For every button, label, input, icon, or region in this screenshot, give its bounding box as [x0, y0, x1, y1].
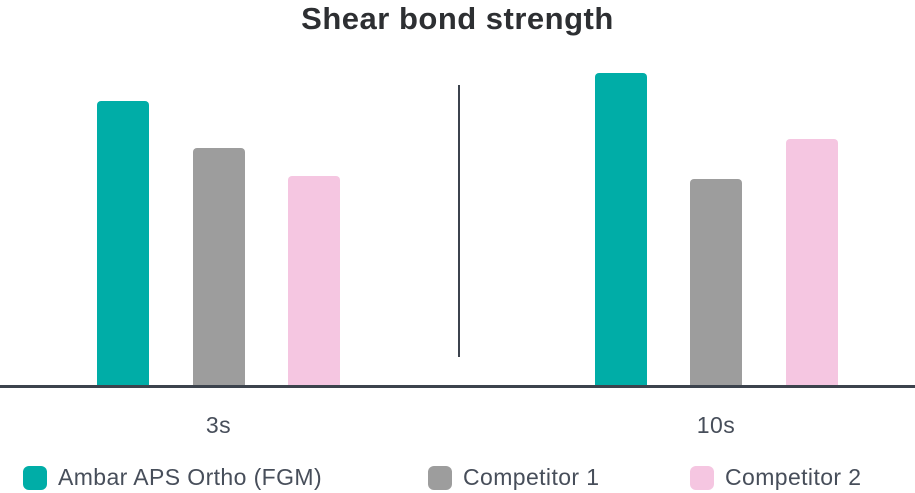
- group-divider-line: [458, 85, 460, 357]
- legend-item-ambar-aps-ortho-fgm: Ambar APS Ortho (FGM): [23, 464, 322, 491]
- bar-ambar-aps-ortho-fgm-10s: [594, 73, 647, 385]
- x-axis-line: [0, 385, 915, 388]
- chart-title: Shear bond strength: [301, 1, 614, 36]
- legend-label: Ambar APS Ortho (FGM): [58, 464, 323, 490]
- bar-competitor-1-3s: [192, 148, 245, 385]
- bar-competitor-1-10s: [690, 179, 742, 385]
- legend-label: Competitor 1: [463, 464, 600, 490]
- legend-item-competitor-2: Competitor 2: [690, 464, 861, 491]
- legend-swatch-competitor-2: [690, 465, 714, 490]
- x-axis-label-10s: 10s: [696, 412, 736, 438]
- bar-competitor-2-10s: [785, 139, 838, 385]
- bar-competitor-2-3s: [288, 176, 340, 385]
- bar-ambar-aps-ortho-fgm-3s: [97, 101, 149, 385]
- legend-item-competitor-1: Competitor 1: [428, 464, 599, 491]
- legend-label: Competitor 2: [725, 464, 862, 490]
- x-axis-label-3s: 3s: [205, 412, 232, 438]
- legend-swatch-competitor-1: [428, 465, 452, 490]
- legend-swatch-ambar-aps-ortho-fgm: [23, 465, 47, 490]
